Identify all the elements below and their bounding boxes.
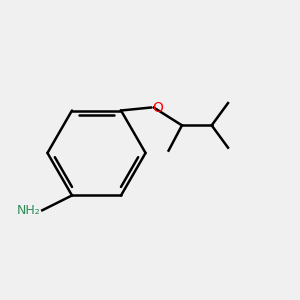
Text: O: O (152, 100, 163, 115)
Text: NH₂: NH₂ (17, 204, 41, 217)
